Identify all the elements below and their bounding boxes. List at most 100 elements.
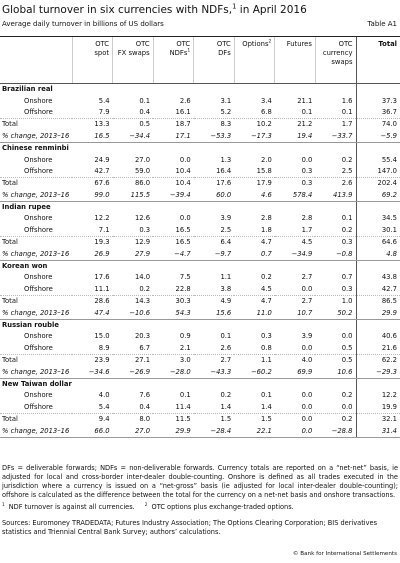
cell: 32.1 [355, 412, 400, 426]
cell: 14.3 [112, 295, 154, 308]
cell: 7.1 [98, 225, 110, 234]
cell: 23.9 [72, 353, 113, 367]
cell: 12.2 [94, 214, 110, 223]
cell: 42.7 [94, 166, 110, 175]
cell: −60.2 [234, 366, 275, 379]
cell: 4.7 [234, 236, 275, 249]
data-row: Onshore 5.4 0.1 2.6 3.1 3.4 21.1 1.6 37.3 [0, 95, 400, 107]
cell: 7.9 [98, 107, 110, 116]
cell: 0.7 [341, 273, 353, 282]
cell: 0.2 [341, 225, 353, 234]
cell: 0.1 [220, 332, 232, 341]
cell: 2.0 [261, 155, 272, 164]
cell: 86.5 [355, 295, 400, 308]
column-header: OTC spot [71, 36, 113, 84]
cell: 0.3 [341, 284, 353, 293]
column-header-text: DFs [218, 49, 231, 57]
column-header-text: OTC [95, 40, 110, 48]
cell: 10.7 [274, 307, 316, 320]
cell: 0.5 [341, 343, 353, 352]
cell: 47.4 [72, 307, 113, 320]
row-label: Offshore [24, 107, 53, 116]
block-name: Indian rupee [0, 200, 356, 214]
cell: 50.2 [315, 307, 356, 320]
block-name: Brazilian real [0, 83, 356, 96]
sources: Sources: Euromoney TRADEDATA; Futures In… [2, 519, 378, 536]
cell: −26.9 [112, 366, 154, 379]
cell: 1.1 [234, 353, 275, 367]
cell: −29.3 [355, 366, 400, 379]
row-label: Offshore [24, 284, 53, 293]
cell: 30.3 [153, 295, 194, 308]
cell: 10.4 [175, 166, 191, 175]
cell: −0.8 [315, 248, 356, 261]
cell: 19.3 [72, 236, 113, 249]
data-row: Onshore 12.2 12.6 0.0 3.9 2.8 2.8 0.1 34.5 [0, 213, 400, 225]
cell: 13.3 [72, 118, 113, 131]
cell: 6.8 [261, 107, 272, 116]
cell: 5.4 [98, 96, 110, 105]
cell: 15.8 [256, 166, 272, 175]
cell: 2.1 [179, 343, 191, 352]
cell: 8.0 [112, 412, 154, 426]
cell: 3.1 [220, 96, 232, 105]
cell: 7.6 [139, 391, 151, 400]
cell [355, 318, 400, 332]
cell: 3.9 [220, 214, 232, 223]
footnote: 1 NDF turnover is against all currencies. [2, 503, 135, 511]
cell: 62.2 [355, 353, 400, 367]
cell: 0.1 [261, 391, 272, 400]
cell: 10.6 [315, 366, 356, 379]
cell: 11.5 [153, 412, 194, 426]
cell: 0.9 [179, 332, 191, 341]
cell: 15.0 [94, 332, 110, 341]
data-row: % change, 2013–16 99.0 115.5 −39.4 60.0 4.6 57… [0, 189, 400, 202]
row-label: Total [0, 177, 72, 190]
row-label: % change, 2013–16 [0, 366, 72, 379]
cell: 11.1 [94, 284, 110, 293]
cell: 0.3 [315, 236, 356, 249]
cell: 1.0 [315, 295, 356, 308]
cell: 0.0 [301, 391, 313, 400]
cell: 20.3 [134, 332, 151, 341]
cell: −10.6 [112, 307, 154, 320]
title-text: Global turnover in six currencies with N… [2, 4, 233, 16]
column-header-text: Futures [286, 40, 312, 48]
cell: 16.1 [175, 107, 191, 116]
cell: 17.9 [234, 177, 275, 190]
row-label: Total [0, 236, 72, 249]
cell: 2.7 [274, 295, 316, 308]
row-label: Offshore [24, 225, 53, 234]
cell: 0.1 [139, 96, 151, 105]
row-label: Total [0, 353, 72, 367]
row-label: Onshore [24, 155, 53, 164]
cell: 0.0 [301, 284, 313, 293]
cell: 4.9 [193, 295, 235, 308]
cell: 6.7 [139, 343, 151, 352]
data-row: % change, 2013–16 47.4 −10.6 54.3 15.6 11.0 10… [0, 307, 400, 320]
cell: 18.7 [153, 118, 194, 131]
cell: −34.4 [112, 130, 154, 143]
column-header-text: swaps [331, 58, 353, 66]
cell: 0.3 [301, 166, 313, 175]
cell: 37.3 [355, 95, 400, 107]
cell: 28.6 [72, 295, 113, 308]
cell: 16.5 [153, 236, 194, 249]
cell: 4.0 [274, 353, 316, 367]
data-row: % change, 2013–16 −34.6 −26.9 −28.0 −43.3 −60… [0, 366, 400, 379]
cell: 4.6 [234, 189, 275, 202]
header-cell [0, 36, 72, 84]
cell: 2.6 [179, 96, 191, 105]
cell: 2.5 [220, 225, 232, 234]
column-header-text: NDFs [169, 49, 188, 57]
cell: 30.1 [355, 224, 400, 237]
cell: 27.0 [134, 155, 151, 164]
block-row: Russian rouble [0, 318, 400, 332]
cell: 10.4 [153, 177, 194, 190]
data-row: % change, 2013–16 16.5 −34.4 17.1 −53.3 −17.3… [0, 130, 400, 143]
cell: −34.9 [274, 248, 316, 261]
cell: 1.7 [301, 225, 313, 234]
block-name: Chinese renminbi [0, 141, 356, 155]
table: OTC spot OTC FX swaps OTC NDFs1 OTC DFs Options2… [0, 36, 400, 438]
cell: 67.6 [72, 177, 113, 190]
